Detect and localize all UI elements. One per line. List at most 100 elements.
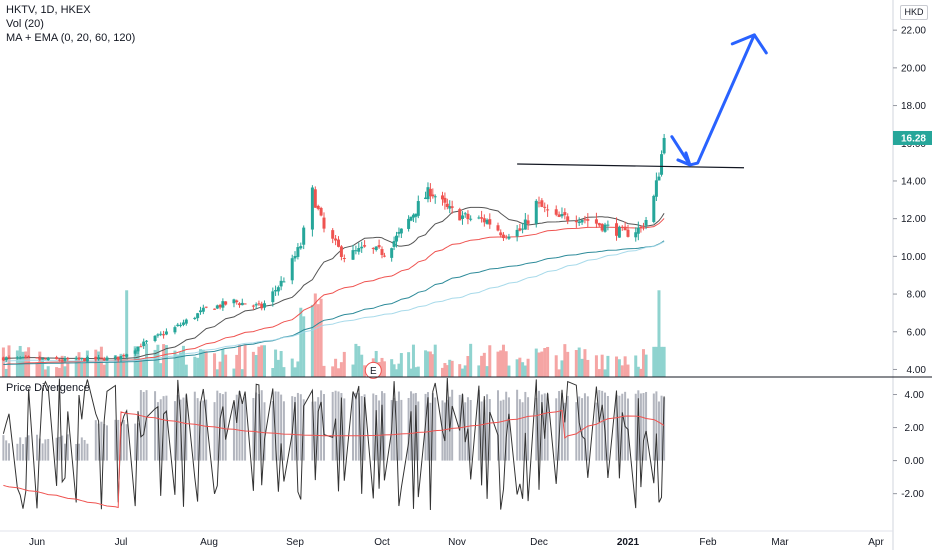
candle-body bbox=[426, 187, 430, 200]
candle-body bbox=[382, 255, 386, 257]
volume-bar bbox=[606, 355, 610, 377]
candle-body bbox=[634, 232, 638, 238]
oscillator-bar bbox=[488, 399, 491, 461]
volume-bar bbox=[662, 346, 666, 377]
candle-body bbox=[371, 247, 375, 249]
price-tick-label: 6.00 bbox=[907, 327, 927, 338]
volume-bar bbox=[173, 350, 177, 377]
volume-bar bbox=[153, 349, 157, 377]
candle-body bbox=[201, 307, 205, 312]
volume-bar bbox=[654, 346, 658, 377]
oscillator-bar bbox=[61, 435, 64, 461]
volume-bar bbox=[433, 344, 437, 377]
volume-bar bbox=[60, 355, 64, 377]
volume-bar bbox=[181, 345, 185, 377]
candle-body bbox=[662, 137, 666, 154]
volume-bar bbox=[184, 364, 188, 377]
volume-bar bbox=[80, 363, 84, 377]
oscillator-bar bbox=[22, 444, 24, 461]
volume-bar bbox=[443, 363, 447, 377]
volume-bar bbox=[482, 352, 486, 377]
oscillator-bar bbox=[583, 393, 586, 461]
volume-bar bbox=[337, 368, 340, 377]
volume-bar bbox=[518, 357, 522, 377]
currency-badge[interactable]: HKD bbox=[900, 5, 928, 20]
oscillator-bar bbox=[558, 391, 561, 461]
oscillator-bar bbox=[277, 391, 280, 461]
oscillator-bar bbox=[560, 393, 563, 461]
oscillator-bar bbox=[400, 399, 403, 461]
volume-bar bbox=[342, 351, 346, 377]
candle-body bbox=[620, 226, 624, 228]
oscillator-bar bbox=[412, 393, 415, 461]
candle-body bbox=[296, 247, 300, 257]
candle-body bbox=[392, 241, 396, 247]
volume-bar bbox=[480, 355, 484, 377]
candle-body bbox=[66, 358, 70, 360]
oscillator-bar bbox=[16, 443, 19, 461]
candle-body bbox=[523, 219, 527, 230]
oscillator-bar bbox=[407, 397, 410, 461]
candle-body bbox=[260, 303, 264, 309]
oscillator-bar bbox=[655, 391, 658, 461]
volume-bar bbox=[380, 357, 384, 377]
candle-body bbox=[105, 357, 109, 361]
volume-bar bbox=[319, 298, 323, 377]
volume-bar bbox=[641, 349, 645, 377]
volume-bar bbox=[313, 293, 317, 377]
candle-body bbox=[546, 209, 550, 211]
candle-body bbox=[85, 357, 89, 362]
volume-bar bbox=[77, 352, 81, 377]
oscillator-bar bbox=[120, 421, 122, 461]
oscillator-bar bbox=[244, 396, 247, 461]
volume-bar bbox=[260, 345, 264, 377]
candle-body bbox=[299, 246, 303, 249]
candle-body bbox=[623, 226, 627, 231]
oscillator-bar bbox=[340, 393, 343, 461]
candle-body bbox=[99, 357, 103, 359]
volume-bar bbox=[496, 351, 500, 377]
oscillator-bar bbox=[66, 434, 69, 461]
oscillator-bar bbox=[645, 391, 648, 461]
volume-bar bbox=[290, 358, 294, 377]
oscillator-bar bbox=[657, 401, 660, 461]
oscillator-bar bbox=[282, 401, 285, 461]
oscillator-bar bbox=[527, 397, 530, 461]
volume-bar bbox=[617, 359, 621, 377]
price-tick-label: 10.00 bbox=[901, 252, 926, 263]
volume-bar bbox=[35, 362, 39, 377]
candle-body bbox=[224, 301, 228, 305]
candle-body bbox=[424, 197, 428, 200]
candle-body bbox=[179, 324, 183, 326]
volume-bar bbox=[485, 366, 489, 377]
resistance-line bbox=[517, 163, 745, 169]
oscillator-bar bbox=[125, 424, 128, 461]
oscillator-bar bbox=[213, 402, 216, 461]
volume-bar bbox=[586, 359, 590, 377]
volume-bar bbox=[85, 350, 89, 377]
oscillator-bar bbox=[586, 396, 589, 461]
arrow-head bbox=[730, 33, 768, 55]
volume-bar bbox=[302, 316, 306, 377]
candle-body bbox=[196, 313, 200, 319]
oscillator-bar bbox=[634, 393, 637, 461]
volume-bar bbox=[360, 354, 364, 377]
time-tick-label: Jun bbox=[29, 537, 45, 548]
oscillator-bar bbox=[36, 434, 38, 461]
volume-bar bbox=[540, 351, 544, 377]
oscillator-bar bbox=[94, 420, 97, 461]
oscillator-bar bbox=[314, 401, 317, 461]
time-tick-label: Oct bbox=[374, 537, 390, 548]
price-tick-label: 4.00 bbox=[907, 365, 927, 376]
candle-body bbox=[586, 219, 590, 221]
oscillator-bar bbox=[205, 399, 208, 461]
candle-body bbox=[657, 176, 661, 181]
candle-body bbox=[7, 357, 11, 359]
candle-body bbox=[583, 219, 587, 221]
oscillator-bar bbox=[469, 399, 472, 461]
candle-body bbox=[540, 200, 544, 207]
candle-body bbox=[94, 356, 98, 360]
volume-bar bbox=[409, 368, 413, 377]
candle-body bbox=[574, 220, 578, 223]
